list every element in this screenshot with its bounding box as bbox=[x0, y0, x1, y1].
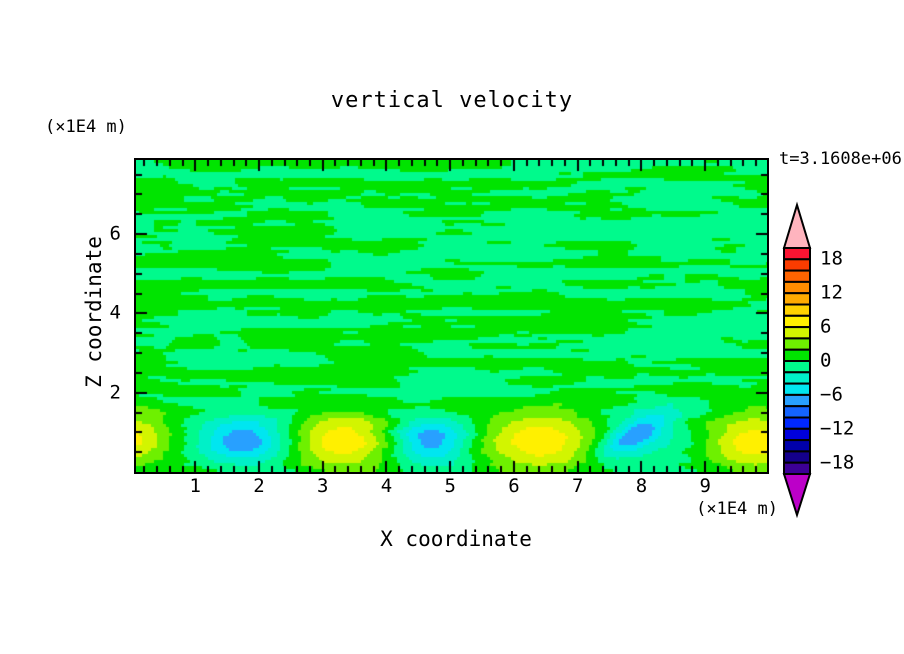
colorbar-segment bbox=[783, 326, 811, 340]
z-axis-unit-label: (×1E4 m) bbox=[45, 117, 127, 137]
colorbar-segment bbox=[783, 393, 811, 408]
z-tick-label: 4 bbox=[109, 301, 121, 324]
colorbar-tick-label: −18 bbox=[820, 451, 855, 474]
plot-area-frame bbox=[134, 158, 769, 474]
x-tick-label: 4 bbox=[380, 475, 393, 497]
colorbar-segment bbox=[783, 258, 811, 272]
x-tick-label: 1 bbox=[189, 475, 201, 497]
x-axis-unit-label: (×1E4 m) bbox=[696, 499, 778, 519]
z-axis-title: Z coordinate bbox=[82, 236, 106, 388]
colorbar-segment bbox=[783, 348, 811, 362]
contour-field-canvas bbox=[136, 160, 767, 472]
colorbar-segment bbox=[783, 269, 811, 283]
colorbar-tick-label: 6 bbox=[820, 315, 832, 338]
colorbar-segment bbox=[783, 360, 811, 374]
colorbar-under-arrow bbox=[782, 473, 812, 519]
x-axis-title: X coordinate bbox=[380, 527, 532, 551]
colorbar-tick-label: 12 bbox=[820, 281, 843, 304]
z-tick-label: 6 bbox=[109, 222, 121, 245]
colorbar-tick-label: 0 bbox=[820, 349, 832, 372]
plot-title: vertical velocity bbox=[330, 88, 574, 113]
colorbar-tick-label: −12 bbox=[820, 417, 855, 440]
x-tick-label: 3 bbox=[317, 475, 329, 497]
colorbar-segment bbox=[783, 280, 811, 295]
colorbar-segment bbox=[783, 247, 811, 261]
x-tick-label: 9 bbox=[699, 475, 711, 497]
colorbar-over-arrow bbox=[782, 201, 812, 249]
x-tick-label: 8 bbox=[635, 475, 648, 497]
colorbar-segment bbox=[783, 416, 811, 430]
colorbar-segment bbox=[783, 427, 811, 442]
colorbar-segment bbox=[783, 371, 811, 385]
colorbar-segment bbox=[783, 292, 811, 306]
time-annotation: t=3.1608e+06 bbox=[779, 149, 902, 169]
x-tick-label: 5 bbox=[444, 475, 456, 497]
colorbar-segment bbox=[783, 303, 811, 317]
colorbar-segment bbox=[783, 461, 811, 476]
x-tick-label: 2 bbox=[253, 475, 265, 497]
x-tick-label: 7 bbox=[571, 475, 584, 497]
colorbar-segment bbox=[783, 382, 811, 396]
colorbar-tick-label: −6 bbox=[820, 383, 843, 406]
colorbar-segment bbox=[783, 439, 811, 453]
colorbar-segment bbox=[783, 450, 811, 464]
colorbar-segment bbox=[783, 337, 811, 351]
colorbar-segment bbox=[783, 405, 811, 419]
z-tick-label: 2 bbox=[109, 381, 121, 404]
x-tick-label: 6 bbox=[508, 475, 520, 497]
colorbar bbox=[782, 201, 812, 519]
colorbar-segment bbox=[783, 314, 811, 329]
colorbar-tick-label: 18 bbox=[820, 247, 843, 270]
